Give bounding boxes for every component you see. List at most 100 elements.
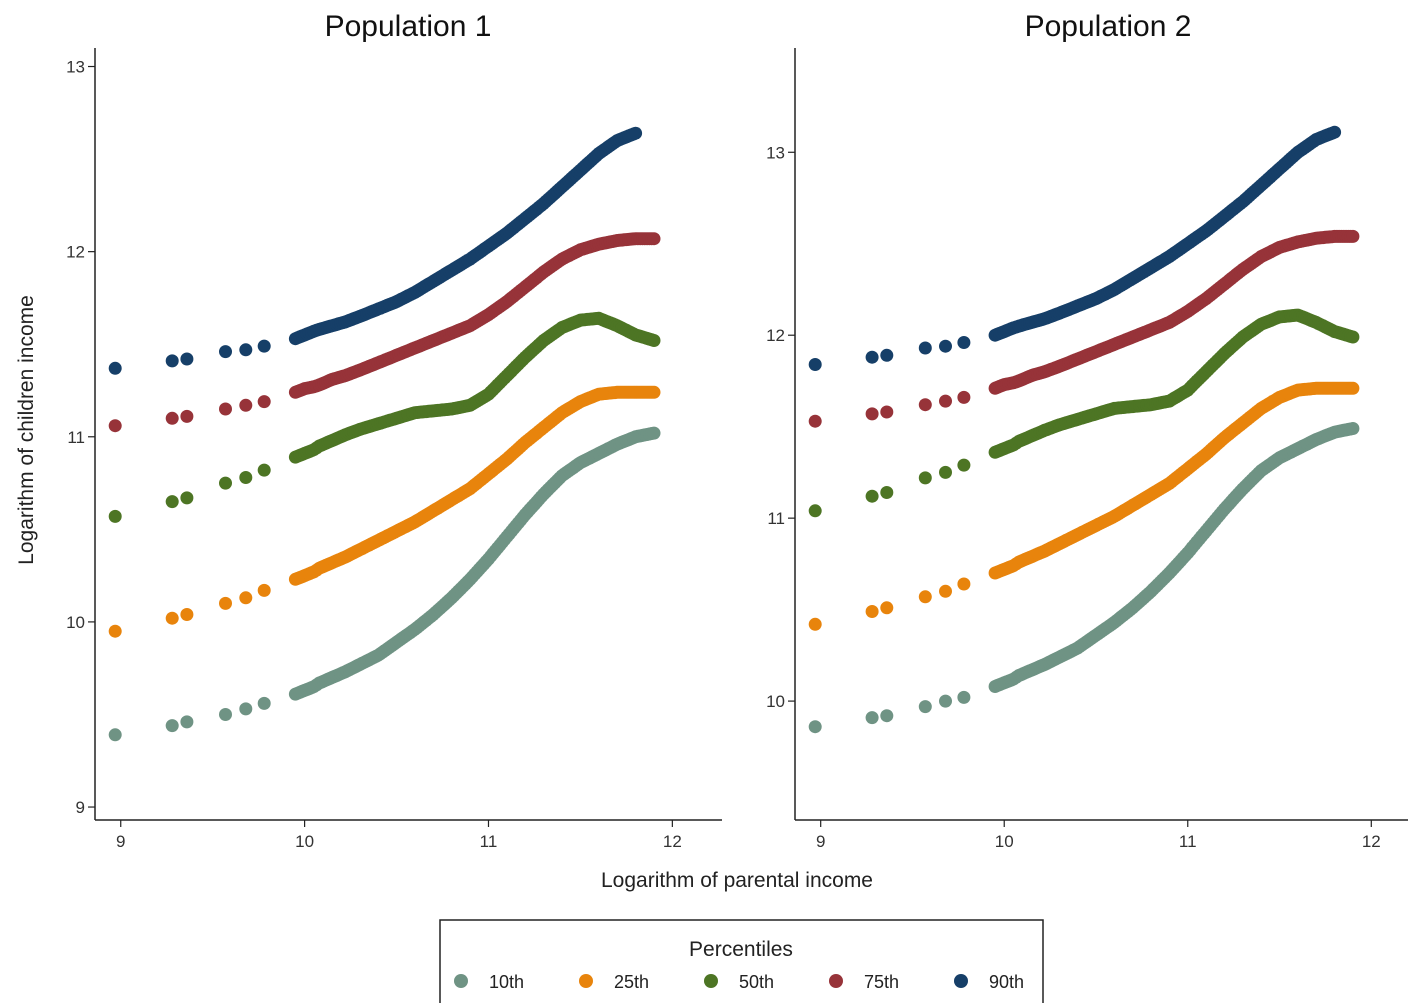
x-tick-label: 9 bbox=[816, 832, 825, 851]
data-point bbox=[939, 339, 952, 353]
x-tick-label: 10 bbox=[295, 832, 314, 851]
legend-marker bbox=[454, 974, 468, 988]
data-point bbox=[165, 611, 179, 625]
legend-item-10th: 10th bbox=[454, 972, 524, 992]
legend-items: 10th 25th 50th 75th 90th bbox=[454, 972, 1024, 992]
panels-layer: Population 1 9 10 11 12 13 9 10 11 12 Population 2… bbox=[66, 10, 1408, 851]
y-tick-label: 11 bbox=[67, 428, 85, 447]
data-point bbox=[865, 605, 879, 618]
data-point bbox=[165, 411, 179, 425]
data-point bbox=[957, 577, 971, 591]
legend-label: 25th bbox=[614, 972, 649, 992]
data-point bbox=[918, 341, 932, 355]
data-point bbox=[219, 345, 232, 359]
panel-1: Population 1 9 10 11 12 13 9 10 11 12 bbox=[66, 10, 722, 851]
series-25th bbox=[808, 381, 1360, 631]
x-tick-label: 11 bbox=[1179, 832, 1197, 851]
data-point bbox=[108, 728, 122, 742]
series-50th bbox=[808, 308, 1360, 518]
data-point bbox=[239, 471, 253, 484]
data-point bbox=[219, 596, 232, 610]
data-point bbox=[865, 407, 879, 421]
legend-label: 10th bbox=[489, 972, 524, 992]
y-tick-label: 12 bbox=[766, 326, 785, 345]
data-point bbox=[1346, 330, 1360, 344]
y-tick-label: 13 bbox=[66, 58, 85, 77]
data-point bbox=[647, 232, 661, 246]
data-point bbox=[880, 709, 894, 723]
legend-item-50th: 50th bbox=[704, 972, 774, 992]
series-90th bbox=[808, 125, 1342, 371]
data-point bbox=[257, 463, 271, 477]
data-point bbox=[257, 696, 271, 710]
data-point bbox=[880, 486, 894, 499]
data-point bbox=[865, 350, 879, 364]
data-point bbox=[865, 711, 879, 725]
legend-box bbox=[439, 919, 1044, 1003]
panel-title: Population 1 bbox=[325, 10, 492, 43]
data-point bbox=[808, 617, 822, 631]
data-point bbox=[939, 584, 952, 598]
data-point bbox=[165, 495, 179, 509]
data-point bbox=[257, 395, 271, 409]
x-tick-label: 11 bbox=[480, 832, 498, 851]
legend-marker bbox=[579, 974, 593, 988]
data-point bbox=[808, 504, 822, 518]
legend-item-25th: 25th bbox=[579, 972, 649, 992]
data-point bbox=[647, 426, 661, 440]
series-10th bbox=[808, 422, 1360, 734]
data-point bbox=[880, 348, 894, 362]
data-point bbox=[219, 476, 232, 490]
data-point bbox=[647, 385, 661, 399]
data-point bbox=[808, 358, 822, 371]
data-point bbox=[1328, 125, 1342, 139]
data-point bbox=[257, 339, 271, 353]
y-tick-label: 12 bbox=[66, 243, 85, 262]
data-point bbox=[219, 708, 232, 721]
series-50th bbox=[108, 311, 661, 523]
data-point bbox=[918, 471, 932, 485]
data-point bbox=[180, 409, 194, 423]
data-point bbox=[108, 624, 122, 638]
data-point bbox=[957, 336, 971, 349]
data-point bbox=[1346, 422, 1360, 435]
data-point bbox=[239, 591, 253, 605]
data-point bbox=[957, 690, 971, 704]
panel-title: Population 2 bbox=[1025, 10, 1192, 43]
series-90th bbox=[108, 126, 643, 375]
data-point bbox=[939, 394, 952, 408]
data-point bbox=[165, 354, 179, 368]
x-axis-label: Logarithm of parental income bbox=[601, 869, 873, 892]
data-point bbox=[180, 352, 194, 366]
data-point bbox=[880, 601, 894, 615]
data-point bbox=[108, 509, 122, 523]
series-75th bbox=[808, 229, 1360, 428]
x-tick-label: 12 bbox=[663, 832, 682, 851]
legend-label: 75th bbox=[864, 972, 899, 992]
x-tick-label: 12 bbox=[1362, 832, 1381, 851]
data-point bbox=[239, 343, 253, 357]
data-point bbox=[108, 361, 122, 375]
data-point bbox=[629, 126, 643, 140]
data-point bbox=[180, 491, 194, 505]
legend-label: 90th bbox=[989, 972, 1024, 992]
series-75th bbox=[108, 232, 661, 433]
y-tick-label: 9 bbox=[76, 798, 85, 817]
y-tick-label: 11 bbox=[767, 509, 785, 528]
data-point bbox=[1346, 229, 1360, 243]
data-point bbox=[808, 414, 822, 428]
data-point bbox=[918, 700, 932, 714]
data-point bbox=[647, 334, 661, 347]
data-point bbox=[257, 583, 271, 597]
legend-marker bbox=[954, 974, 968, 988]
data-point bbox=[918, 398, 932, 412]
data-point bbox=[939, 465, 952, 479]
series-25th bbox=[108, 385, 661, 638]
data-point bbox=[180, 608, 194, 621]
y-tick-label: 10 bbox=[766, 692, 785, 711]
data-point bbox=[808, 720, 822, 734]
legend-item-90th: 90th bbox=[954, 972, 1024, 992]
data-point bbox=[239, 702, 253, 716]
legend: Percentiles 10th 25th 50th 75th 90th bbox=[439, 919, 1044, 1003]
